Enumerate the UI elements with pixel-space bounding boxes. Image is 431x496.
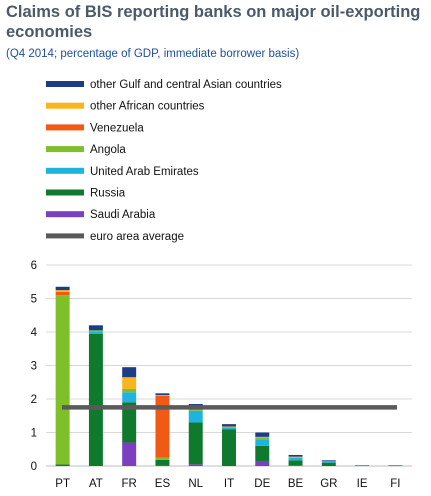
bar-fr-other-gulf-and-central-asian-countries	[122, 367, 137, 378]
bar-pt-other-african-countries	[55, 290, 70, 292]
bar-es-other-gulf-and-central-asian-countries	[155, 393, 170, 395]
legend-label-other-gulf-and-central-asian-countries: other Gulf and central Asian countries	[90, 79, 282, 91]
bar-nl-russia	[188, 422, 203, 465]
bar-es-saudi-arabia	[155, 464, 170, 466]
legend-swatch-other-gulf-and-central-asian-countries	[46, 81, 84, 87]
bar-be-saudi-arabia	[288, 465, 303, 466]
y-tick-label-3: 3	[31, 361, 37, 373]
x-tick-label-fr: FR	[122, 478, 137, 490]
bar-at-angola	[88, 330, 103, 332]
bar-fr-other-african-countries	[122, 377, 137, 389]
bar-it-united-arab-emirates	[222, 427, 236, 430]
bar-at-united-arab-emirates	[88, 332, 103, 334]
bar-pt-venezuela	[55, 291, 70, 296]
bar-nl-angola	[188, 409, 203, 411]
bar-be-russia	[288, 460, 303, 466]
x-tick-label-gr: GR	[320, 478, 337, 490]
bar-gr-russia	[321, 462, 336, 466]
bar-es-other-african-countries	[155, 394, 170, 396]
x-tick-label-ie: IE	[357, 478, 368, 490]
legend-label-russia: Russia	[90, 188, 126, 200]
bar-de-saudi-arabia	[255, 460, 270, 466]
bar-pt-russia	[55, 464, 70, 466]
bar-ie-united-arab-emirates	[355, 464, 370, 466]
legend-swatch-venezuela	[46, 124, 84, 131]
chart-title: Claims of BIS reporting banks on major o…	[6, 3, 421, 41]
y-tick-label-6: 6	[31, 260, 37, 272]
legend-swatch-angola	[46, 146, 84, 153]
legend-label-euro-area-average: euro area average	[90, 231, 184, 243]
x-tick-label-nl: NL	[188, 478, 203, 490]
legend-swatch-united-arab-emirates	[46, 167, 84, 174]
bar-nl-united-arab-emirates	[188, 410, 203, 423]
bar-de-other-gulf-and-central-asian-countries	[255, 432, 270, 437]
x-tick-label-pt: PT	[55, 478, 70, 490]
bar-pt-angola	[55, 295, 70, 465]
bar-it-russia	[222, 429, 236, 466]
y-tick-label-4: 4	[31, 327, 38, 339]
legend: other Gulf and central Asian countries ot…	[46, 79, 282, 243]
x-axis-ticks: PT AT FR ES NL IT DE BE GR IE FI	[55, 478, 400, 490]
legend-label-other-african-countries: other African countries	[90, 101, 205, 113]
bar-nl-saudi-arabia	[188, 464, 203, 466]
y-axis-ticks: 0 1 2 3 4 5 6	[31, 260, 38, 473]
bar-at-other-gulf-and-central-asian-countries	[88, 325, 103, 331]
legend-swatch-other-african-countries	[46, 102, 84, 109]
x-tick-label-es: ES	[155, 478, 171, 490]
bar-de-other-african-countries	[255, 436, 270, 438]
bar-it-other-african-countries	[222, 426, 236, 428]
bar-fr-united-arab-emirates	[122, 392, 137, 403]
bar-it-other-gulf-and-central-asian-countries	[222, 424, 236, 427]
bar-es-venezuela	[155, 395, 170, 458]
bar-be-angola	[288, 457, 303, 458]
bar-de-russia	[255, 445, 270, 461]
legend-swatch-euro-area-average	[46, 233, 84, 239]
x-tick-label-de: DE	[254, 478, 270, 490]
chart-subtitle: (Q4 2014; percentage of GDP, immediate b…	[6, 48, 300, 60]
bar-at-russia	[88, 333, 103, 466]
bar-fr-angola	[122, 388, 137, 393]
bars	[55, 286, 403, 466]
bar-de-united-arab-emirates	[255, 439, 270, 446]
bar-de-angola	[255, 437, 270, 440]
y-tick-label-5: 5	[31, 294, 37, 306]
y-tick-label-0: 0	[31, 461, 37, 473]
legend-label-angola: Angola	[90, 144, 126, 156]
bar-be-other-african-countries	[288, 456, 303, 458]
bar-es-angola	[155, 457, 170, 460]
legend-swatch-saudi-arabia	[46, 211, 84, 218]
y-tick-label-2: 2	[31, 394, 37, 406]
y-tick-label-1: 1	[31, 428, 37, 440]
legend-label-united-arab-emirates: United Arab Emirates	[90, 166, 199, 178]
x-tick-label-be: BE	[288, 478, 304, 490]
bar-fr-russia	[122, 402, 137, 443]
bar-es-united-arab-emirates	[155, 459, 170, 460]
bar-be-other-gulf-and-central-asian-countries	[288, 454, 303, 457]
legend-label-saudi-arabia: Saudi Arabia	[90, 209, 156, 221]
bar-be-united-arab-emirates	[288, 457, 303, 461]
legend-swatch-russia	[46, 189, 84, 196]
bar-es-russia	[155, 459, 170, 465]
bar-gr-united-arab-emirates	[321, 460, 336, 463]
bar-fi-russia	[388, 465, 403, 466]
bar-gr-other-gulf-and-central-asian-countries	[321, 460, 336, 461]
x-tick-label-fi: FI	[390, 478, 400, 490]
bar-fr-saudi-arabia	[122, 442, 137, 466]
x-tick-label-it: IT	[224, 478, 234, 490]
bar-pt-other-gulf-and-central-asian-countries	[55, 286, 70, 291]
legend-label-venezuela: Venezuela	[90, 122, 144, 134]
x-tick-label-at: AT	[89, 478, 103, 490]
